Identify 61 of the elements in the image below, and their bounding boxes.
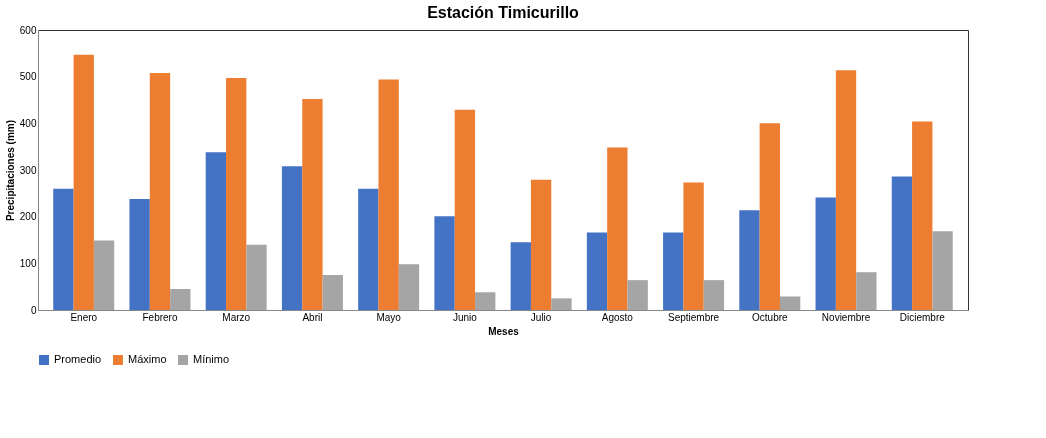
x-tick-label: Enero xyxy=(70,311,98,323)
legend-label: Promedio xyxy=(54,353,102,365)
bar xyxy=(530,179,552,310)
bar xyxy=(302,99,323,310)
bar xyxy=(475,292,496,310)
bar xyxy=(551,298,572,310)
bar xyxy=(703,280,725,310)
bar xyxy=(815,197,836,310)
x-tick-label: Agosto xyxy=(601,311,634,323)
x-tick-label: Octubre xyxy=(752,311,789,323)
bar xyxy=(627,280,648,310)
bar xyxy=(663,232,684,310)
bar xyxy=(586,232,608,310)
x-tick-label: Noviembre xyxy=(821,311,871,323)
bar xyxy=(510,242,531,310)
bar xyxy=(779,296,801,310)
x-tick-label: Mayo xyxy=(376,311,402,323)
y-tick-label: 100 xyxy=(19,257,37,269)
y-tick-label: 0 xyxy=(30,304,37,316)
x-tick-label: Julio xyxy=(530,311,552,323)
bar xyxy=(856,272,877,310)
bar xyxy=(835,70,857,310)
bar xyxy=(891,176,913,310)
legend-label: Mínimo xyxy=(193,353,230,365)
bar xyxy=(378,79,399,310)
bar xyxy=(398,264,420,310)
bar xyxy=(281,166,303,310)
legend-label: Máximo xyxy=(128,353,167,365)
bar xyxy=(434,216,455,310)
x-tick-label: Abril xyxy=(302,311,323,323)
x-tick-label: Diciembre xyxy=(899,311,946,323)
bar xyxy=(226,78,247,310)
bar xyxy=(129,198,150,310)
x-tick-label: Febrero xyxy=(142,311,178,323)
y-tick-label: 300 xyxy=(19,164,37,176)
bar xyxy=(322,275,343,310)
y-tick-label: 400 xyxy=(19,117,37,129)
bar xyxy=(73,54,94,310)
bar xyxy=(607,147,628,310)
y-tick-label: 600 xyxy=(19,24,37,36)
bar xyxy=(93,240,115,310)
bar xyxy=(932,231,953,310)
bar xyxy=(170,289,191,310)
bar xyxy=(246,244,267,310)
y-tick-label: 500 xyxy=(19,71,37,83)
chart-title: Estación Timicurillo xyxy=(427,4,580,21)
bar xyxy=(53,188,74,310)
bar xyxy=(454,109,476,310)
bar xyxy=(739,210,760,310)
bar xyxy=(149,72,171,310)
y-axis-title: Precipitaciones (mm) xyxy=(4,119,16,222)
bar xyxy=(205,152,227,310)
x-tick-label: Junio xyxy=(452,311,478,323)
bar xyxy=(358,188,379,310)
bar xyxy=(759,123,780,310)
x-axis-title: Meses xyxy=(488,325,520,337)
x-tick-label: Septiembre xyxy=(668,311,720,323)
bar xyxy=(912,121,933,310)
x-tick-label: Marzo xyxy=(222,311,251,323)
bar xyxy=(683,182,704,310)
y-tick-label: 200 xyxy=(19,211,37,223)
